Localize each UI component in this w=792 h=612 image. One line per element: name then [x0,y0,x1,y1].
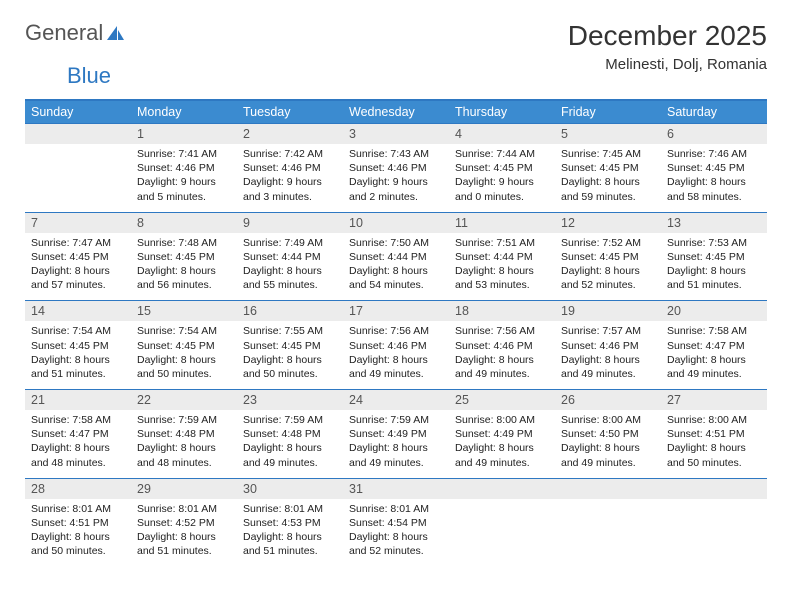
day-cell: Sunrise: 8:01 AMSunset: 4:53 PMDaylight:… [237,499,343,567]
daynum [555,478,661,499]
daynum: 28 [25,478,131,499]
dow-saturday: Saturday [661,100,767,124]
daynum: 24 [343,390,449,411]
daynum: 16 [237,301,343,322]
day-cell: Sunrise: 7:56 AMSunset: 4:46 PMDaylight:… [343,321,449,389]
day-cell: Sunrise: 7:55 AMSunset: 4:45 PMDaylight:… [237,321,343,389]
logo-text-general: General [25,20,103,46]
daynum: 1 [131,124,237,145]
dow-tuesday: Tuesday [237,100,343,124]
day-cell: Sunrise: 7:59 AMSunset: 4:48 PMDaylight:… [131,410,237,478]
week-4-nums: 28293031 [25,478,767,499]
day-cell [661,499,767,567]
day-cell: Sunrise: 8:01 AMSunset: 4:54 PMDaylight:… [343,499,449,567]
daynum: 26 [555,390,661,411]
dow-row: SundayMondayTuesdayWednesdayThursdayFrid… [25,100,767,124]
week-4-body: Sunrise: 8:01 AMSunset: 4:51 PMDaylight:… [25,499,767,567]
day-cell: Sunrise: 7:54 AMSunset: 4:45 PMDaylight:… [131,321,237,389]
day-cell: Sunrise: 8:00 AMSunset: 4:51 PMDaylight:… [661,410,767,478]
week-0-nums: 123456 [25,124,767,145]
day-cell: Sunrise: 7:48 AMSunset: 4:45 PMDaylight:… [131,233,237,301]
day-cell: Sunrise: 8:01 AMSunset: 4:52 PMDaylight:… [131,499,237,567]
week-2-body: Sunrise: 7:54 AMSunset: 4:45 PMDaylight:… [25,321,767,389]
week-0-body: Sunrise: 7:41 AMSunset: 4:46 PMDaylight:… [25,144,767,212]
logo-text-blue: Blue [67,63,111,89]
calendar-table: SundayMondayTuesdayWednesdayThursdayFrid… [25,99,767,566]
day-cell: Sunrise: 7:45 AMSunset: 4:45 PMDaylight:… [555,144,661,212]
week-1-nums: 78910111213 [25,212,767,233]
day-cell [25,144,131,212]
daynum: 4 [449,124,555,145]
daynum: 12 [555,212,661,233]
daynum: 13 [661,212,767,233]
day-cell: Sunrise: 7:52 AMSunset: 4:45 PMDaylight:… [555,233,661,301]
daynum: 9 [237,212,343,233]
day-cell: Sunrise: 7:59 AMSunset: 4:48 PMDaylight:… [237,410,343,478]
dow-wednesday: Wednesday [343,100,449,124]
day-cell: Sunrise: 7:47 AMSunset: 4:45 PMDaylight:… [25,233,131,301]
daynum: 31 [343,478,449,499]
daynum: 18 [449,301,555,322]
day-cell [555,499,661,567]
daynum: 21 [25,390,131,411]
daynum: 25 [449,390,555,411]
day-cell: Sunrise: 7:58 AMSunset: 4:47 PMDaylight:… [25,410,131,478]
daynum [449,478,555,499]
dow-monday: Monday [131,100,237,124]
daynum: 8 [131,212,237,233]
month-title: December 2025 [568,20,767,52]
daynum: 14 [25,301,131,322]
day-cell: Sunrise: 8:01 AMSunset: 4:51 PMDaylight:… [25,499,131,567]
daynum: 3 [343,124,449,145]
daynum: 11 [449,212,555,233]
day-cell: Sunrise: 7:42 AMSunset: 4:46 PMDaylight:… [237,144,343,212]
week-1-body: Sunrise: 7:47 AMSunset: 4:45 PMDaylight:… [25,233,767,301]
daynum: 23 [237,390,343,411]
day-cell: Sunrise: 7:56 AMSunset: 4:46 PMDaylight:… [449,321,555,389]
daynum [661,478,767,499]
daynum: 15 [131,301,237,322]
daynum: 20 [661,301,767,322]
day-cell: Sunrise: 7:53 AMSunset: 4:45 PMDaylight:… [661,233,767,301]
day-cell: Sunrise: 7:51 AMSunset: 4:44 PMDaylight:… [449,233,555,301]
daynum: 29 [131,478,237,499]
day-cell: Sunrise: 7:41 AMSunset: 4:46 PMDaylight:… [131,144,237,212]
logo: General [25,20,125,46]
day-cell: Sunrise: 7:49 AMSunset: 4:44 PMDaylight:… [237,233,343,301]
day-cell: Sunrise: 8:00 AMSunset: 4:50 PMDaylight:… [555,410,661,478]
daynum: 5 [555,124,661,145]
daynum: 17 [343,301,449,322]
day-cell: Sunrise: 7:57 AMSunset: 4:46 PMDaylight:… [555,321,661,389]
day-cell: Sunrise: 7:58 AMSunset: 4:47 PMDaylight:… [661,321,767,389]
logo-sail-icon [105,24,125,42]
day-cell: Sunrise: 8:00 AMSunset: 4:49 PMDaylight:… [449,410,555,478]
day-cell: Sunrise: 7:43 AMSunset: 4:46 PMDaylight:… [343,144,449,212]
day-cell [449,499,555,567]
daynum [25,124,131,145]
daynum: 7 [25,212,131,233]
location: Melinesti, Dolj, Romania [568,56,767,73]
daynum: 10 [343,212,449,233]
title-block: December 2025 Melinesti, Dolj, Romania [568,20,767,73]
day-cell: Sunrise: 7:46 AMSunset: 4:45 PMDaylight:… [661,144,767,212]
day-cell: Sunrise: 7:59 AMSunset: 4:49 PMDaylight:… [343,410,449,478]
daynum: 30 [237,478,343,499]
dow-thursday: Thursday [449,100,555,124]
dow-sunday: Sunday [25,100,131,124]
day-cell: Sunrise: 7:44 AMSunset: 4:45 PMDaylight:… [449,144,555,212]
dow-friday: Friday [555,100,661,124]
daynum: 19 [555,301,661,322]
daynum: 6 [661,124,767,145]
week-3-nums: 21222324252627 [25,390,767,411]
week-2-nums: 14151617181920 [25,301,767,322]
daynum: 27 [661,390,767,411]
daynum: 2 [237,124,343,145]
daynum: 22 [131,390,237,411]
day-cell: Sunrise: 7:50 AMSunset: 4:44 PMDaylight:… [343,233,449,301]
week-3-body: Sunrise: 7:58 AMSunset: 4:47 PMDaylight:… [25,410,767,478]
day-cell: Sunrise: 7:54 AMSunset: 4:45 PMDaylight:… [25,321,131,389]
